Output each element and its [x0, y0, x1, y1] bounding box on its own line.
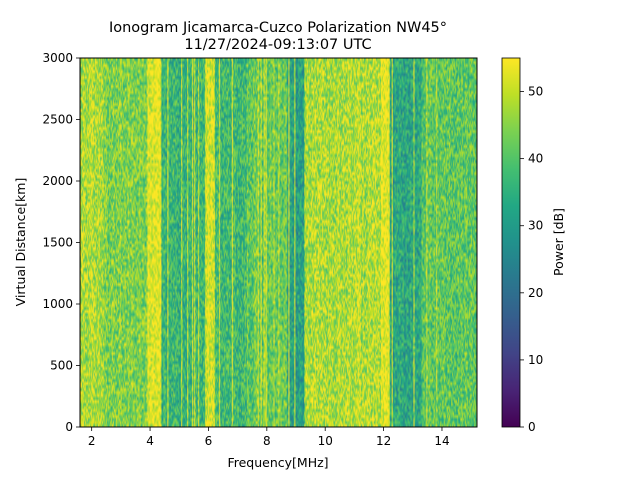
x-tick-label: 10	[318, 434, 333, 448]
y-tick-label: 0	[65, 420, 73, 434]
x-tick-label: 2	[88, 434, 96, 448]
x-axis-label: Frequency[MHz]	[227, 455, 328, 470]
x-axis: 2 4 6 8 10 12 14	[88, 427, 450, 448]
colorbar-tick-label: 50	[528, 85, 543, 99]
chart-title: Ionogram Jicamarca-Cuzco Polarization NW…	[109, 20, 447, 36]
x-tick-label: 14	[434, 434, 449, 448]
colorbar-tick-label: 10	[528, 353, 543, 367]
colorbar-tick-label: 30	[528, 219, 543, 233]
x-tick-label: 4	[146, 434, 154, 448]
x-tick-label: 8	[263, 434, 271, 448]
y-axis-label: Virtual Distance[km]	[13, 178, 28, 307]
heatmap-image	[80, 58, 477, 427]
x-tick-label: 12	[376, 434, 391, 448]
y-tick-label: 2500	[42, 113, 73, 127]
y-tick-label: 3000	[42, 51, 73, 65]
y-tick-label: 1000	[42, 297, 73, 311]
y-tick-label: 1500	[42, 236, 73, 250]
y-tick-label: 500	[50, 359, 73, 373]
heatmap-plot-area	[80, 58, 477, 427]
colorbar-tick-label: 20	[528, 286, 543, 300]
colorbar-label: Power [dB]	[551, 208, 566, 276]
colorbar	[501, 57, 521, 428]
chart-subtitle: 11/27/2024-09:13:07 UTC	[184, 37, 371, 53]
colorbar-tick-label: 40	[528, 152, 543, 166]
colorbar-axis: 0 10 20 30 40 50	[520, 85, 543, 434]
y-axis: 0 500 1000 1500 2000 2500 3000	[42, 51, 80, 434]
y-tick-label: 2000	[42, 174, 73, 188]
x-tick-label: 6	[205, 434, 213, 448]
colorbar-tick-label: 0	[528, 420, 536, 434]
